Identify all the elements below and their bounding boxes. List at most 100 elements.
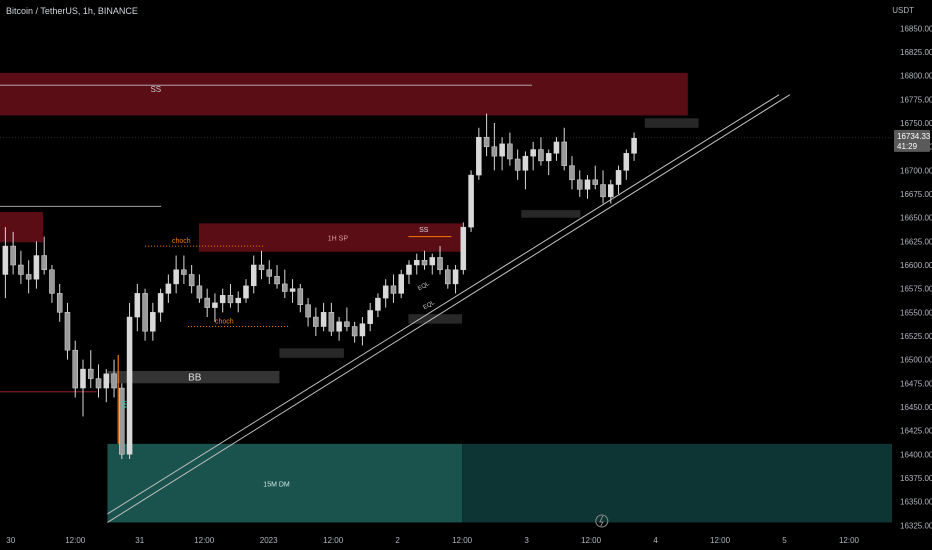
y-tick-label: 16850.00 (900, 24, 932, 33)
candle-body (243, 285, 249, 299)
candle-body (522, 155, 529, 171)
candle-body (56, 293, 63, 313)
lightning-icon[interactable] (595, 514, 609, 528)
candle-body (375, 297, 381, 311)
candle-body (212, 302, 218, 308)
candle-body (33, 255, 40, 280)
y-tick-label: 16575.00 (900, 285, 932, 294)
candle-body (134, 293, 141, 318)
candle-body (576, 179, 583, 190)
candle-body (119, 387, 125, 455)
y-tick-label: 16800.00 (900, 72, 932, 81)
candle-body (476, 136, 482, 176)
candle-body (382, 285, 389, 299)
candle-body (181, 269, 187, 275)
candle-body (592, 179, 599, 185)
x-tick-label: 12:00 (581, 536, 602, 545)
range-box-1 (521, 210, 581, 218)
x-tick-label: 30 (6, 536, 15, 545)
zone-demand-3 (107, 443, 463, 523)
range-box-2 (408, 314, 463, 324)
label-1h-sp: 1H SP (328, 235, 349, 242)
candle-body (313, 316, 319, 327)
x-tick-label: 12:00 (710, 536, 731, 545)
y-tick-label: 16650.00 (900, 214, 932, 223)
candle-body (227, 295, 234, 304)
zone-demand-dark-4 (462, 443, 892, 523)
trendline-upper (107, 94, 780, 515)
x-tick-label: 4 (653, 536, 658, 545)
y-tick-label: 16325.00 (900, 521, 932, 530)
candle-body (445, 269, 451, 285)
y-tick-label: 16425.00 (900, 427, 932, 436)
x-tick-label: 2023 (260, 536, 278, 545)
label-eql-1: EQL (417, 281, 431, 293)
candle-body (491, 146, 498, 157)
candle-body (514, 158, 521, 171)
candle-body (507, 143, 513, 160)
candle-body (584, 179, 591, 190)
range-box-3 (279, 348, 344, 358)
candle-body (561, 141, 567, 166)
candle-body (344, 321, 350, 327)
candle-body (320, 312, 327, 327)
label-15m-dm: 15M DM (263, 481, 290, 488)
candle-body (429, 257, 436, 266)
candle-body (72, 349, 79, 389)
candle-body (282, 283, 288, 292)
y-tick-label: 16750.00 (900, 119, 932, 128)
candle-body (569, 165, 575, 181)
y-tick-label: 16775.00 (900, 95, 932, 104)
x-tick-label: 12:00 (65, 536, 86, 545)
label-eql-2: EQL (423, 300, 437, 312)
candle-body (289, 288, 296, 292)
candle-body (608, 184, 614, 198)
label-wi: WI (121, 400, 128, 409)
candle-body (336, 321, 342, 332)
candle-body (305, 304, 311, 318)
y-tick-label: 16350.00 (900, 498, 932, 507)
candle-body (235, 297, 241, 304)
candle-body (468, 174, 474, 228)
x-tick-label: 31 (135, 536, 144, 545)
range-box-0 (644, 118, 699, 128)
candle-body (553, 141, 560, 154)
candle-body (499, 143, 505, 157)
price-badge-countdown: 41:29 (897, 142, 918, 151)
candle-body (367, 310, 373, 324)
x-tick-label: 3 (524, 536, 529, 545)
candle-body (150, 312, 156, 332)
candle-body (600, 184, 606, 198)
label-choch-top: choch (172, 238, 191, 245)
candle-body (538, 149, 544, 162)
candle-body (10, 245, 16, 266)
axis-currency-label: USDT (892, 6, 914, 15)
candle-body (398, 274, 404, 294)
candle-body (483, 136, 490, 147)
label-ss-top: SS (150, 85, 161, 94)
candle-body (111, 373, 117, 389)
candle-body (359, 323, 366, 337)
candle-body (49, 269, 55, 294)
candle-body (328, 312, 335, 332)
candle-body (157, 293, 164, 313)
zone-supply-1 (0, 212, 43, 243)
candle-body (103, 373, 110, 389)
x-tick-label: 12:00 (194, 536, 215, 545)
candle-body (196, 285, 203, 299)
candle-body (80, 368, 86, 389)
y-tick-label: 16475.00 (900, 379, 932, 388)
candle-body (615, 170, 622, 185)
candle-body (25, 274, 32, 280)
y-tick-label: 16400.00 (900, 450, 932, 459)
candle-body (87, 368, 94, 379)
y-tick-label: 16525.00 (900, 332, 932, 341)
candle-body (142, 293, 148, 332)
price-badge-value: 16734.33 (897, 132, 931, 141)
candle-body (390, 285, 397, 294)
label-ss-mid: SS (419, 227, 429, 234)
candle-body (351, 326, 358, 337)
candle-body (530, 149, 536, 157)
x-tick-label: 12:00 (839, 536, 860, 545)
